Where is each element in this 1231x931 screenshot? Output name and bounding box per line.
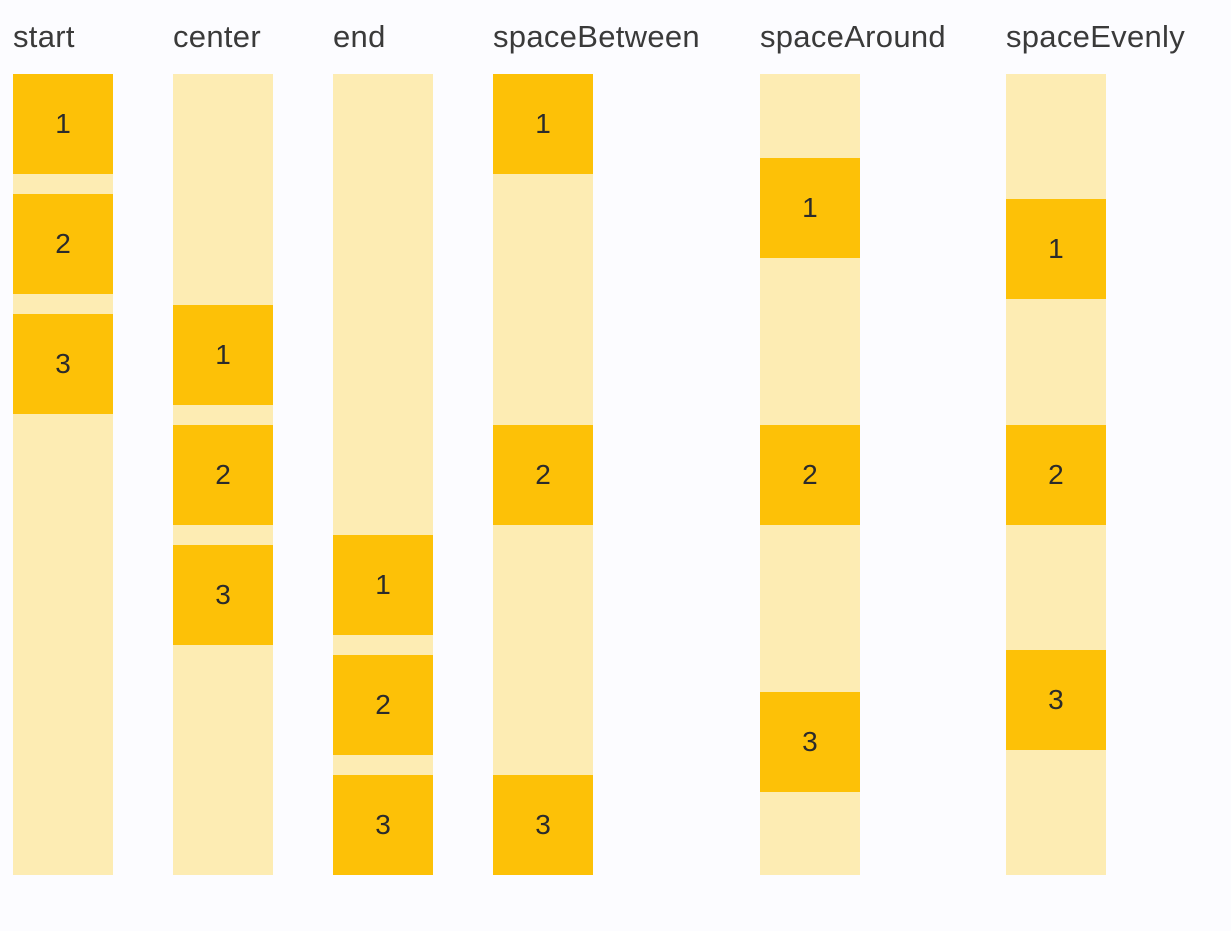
column-track: 1 2 3 — [1005, 74, 1106, 875]
flex-item-box: 2 — [1005, 424, 1106, 525]
column-label: spaceBetween — [493, 19, 700, 54]
column-label: spaceEvenly — [1005, 19, 1186, 54]
alignment-demo-column-center: center 1 2 3 — [173, 15, 273, 875]
flex-item-box: 3 — [1005, 649, 1106, 750]
flex-item-box: 2 — [13, 194, 113, 294]
alignment-demo-column-spaceBetween: spaceBetween 1 2 3 — [493, 15, 700, 875]
column-label: spaceAround — [759, 19, 946, 54]
flex-item-box: 1 — [493, 74, 593, 174]
column-track: 1 2 3 — [333, 74, 433, 875]
column-track: 1 2 3 — [13, 74, 113, 875]
alignment-demo-column-end: end 1 2 3 — [333, 15, 433, 875]
column-track: 1 2 3 — [759, 74, 860, 875]
flex-item-box: 2 — [759, 424, 860, 525]
flex-item-box: 1 — [13, 74, 113, 174]
column-label: start — [13, 19, 75, 54]
flex-item-box: 1 — [1005, 199, 1106, 300]
flex-item-box: 3 — [333, 775, 433, 875]
alignment-demo-column-start: start 1 2 3 — [13, 15, 113, 875]
flex-item-box: 2 — [333, 655, 433, 755]
column-label: end — [333, 19, 386, 54]
column-track: 1 2 3 — [493, 74, 593, 875]
flex-item-box: 3 — [13, 314, 113, 414]
flex-item-box: 3 — [759, 691, 860, 792]
column-label: center — [173, 19, 261, 54]
flex-item-box: 1 — [759, 157, 860, 258]
alignment-demo-row: start 1 2 3 center 1 2 3 end 1 2 3 space… — [13, 15, 1186, 875]
flex-item-box: 3 — [493, 775, 593, 875]
flex-item-box: 2 — [173, 424, 273, 525]
alignment-demo-column-spaceEvenly: spaceEvenly 1 2 3 — [1005, 15, 1186, 875]
flex-item-box: 1 — [333, 535, 433, 635]
column-track: 1 2 3 — [173, 74, 273, 875]
flex-item-box: 1 — [173, 304, 273, 405]
alignment-demo-column-spaceAround: spaceAround 1 2 3 — [759, 15, 946, 875]
flex-item-box: 3 — [173, 544, 273, 645]
flex-item-box: 2 — [493, 424, 593, 525]
